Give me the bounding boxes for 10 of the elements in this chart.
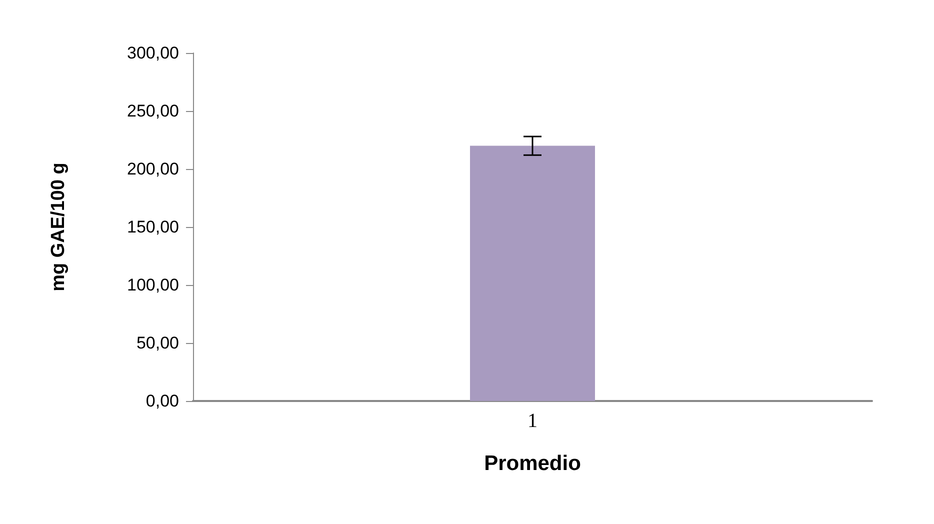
y-tick-label: 250,00 bbox=[127, 102, 179, 120]
y-tick-label: 50,00 bbox=[136, 334, 179, 352]
x-axis-title: Promedio bbox=[484, 452, 581, 475]
y-tick-label: 0,00 bbox=[146, 392, 179, 410]
y-tick-label: 100,00 bbox=[127, 276, 179, 294]
y-tick-label: 150,00 bbox=[127, 218, 179, 236]
y-tick-label: 300,00 bbox=[127, 44, 179, 62]
x-tick-label: 1 bbox=[528, 410, 538, 432]
y-tick-label: 200,00 bbox=[127, 160, 179, 178]
y-axis-title: mg GAE/100 g bbox=[48, 162, 69, 292]
